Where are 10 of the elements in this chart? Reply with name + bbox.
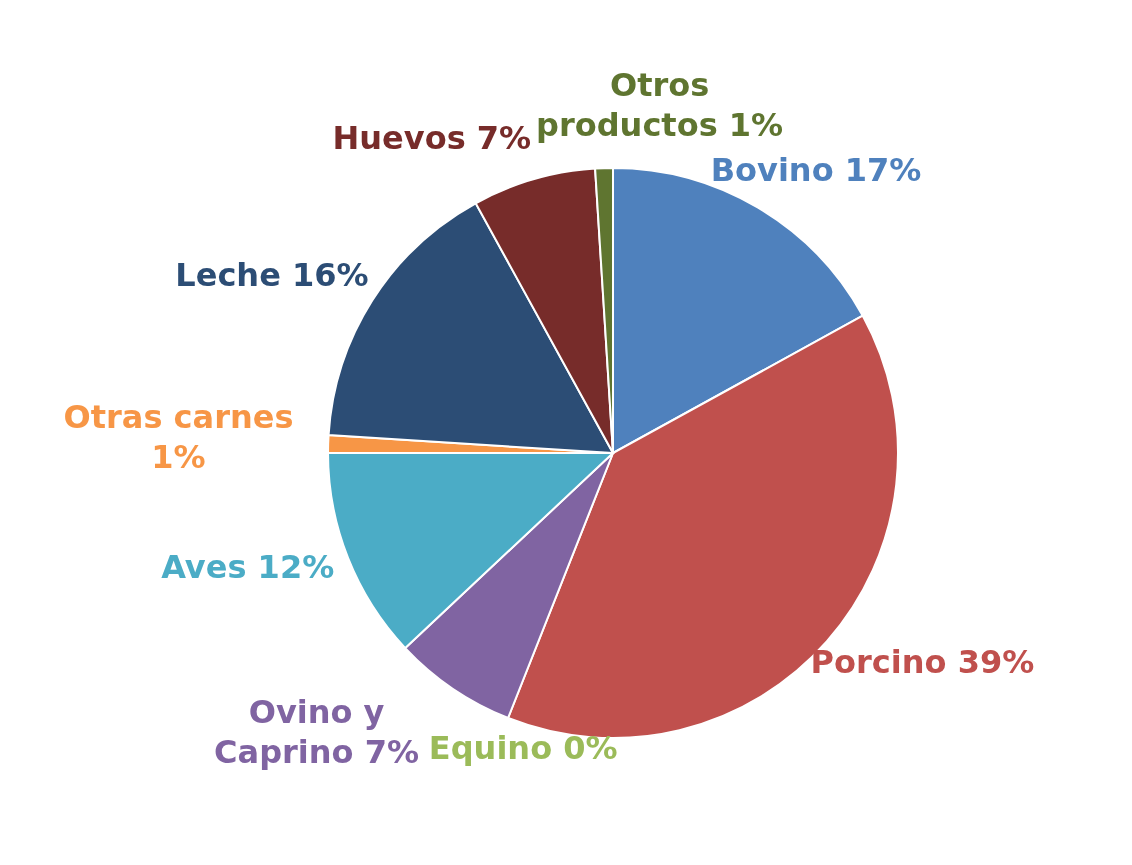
slice-label: Aves 12% (161, 547, 335, 586)
slice-label: Ovino y Caprino 7% (214, 692, 420, 771)
category-label: Equino 0% (428, 729, 618, 768)
slice-label: Huevos 7% (332, 118, 532, 157)
slice-label: Bovino 17% (710, 150, 922, 189)
slice-label: Otras carnes (63, 398, 294, 437)
data-label: 1% (151, 438, 206, 477)
slice-label: Leche 16% (175, 255, 369, 294)
slice-label: Otros productos 1% (536, 66, 784, 145)
slice-label: Porcino 39% (810, 642, 1035, 681)
